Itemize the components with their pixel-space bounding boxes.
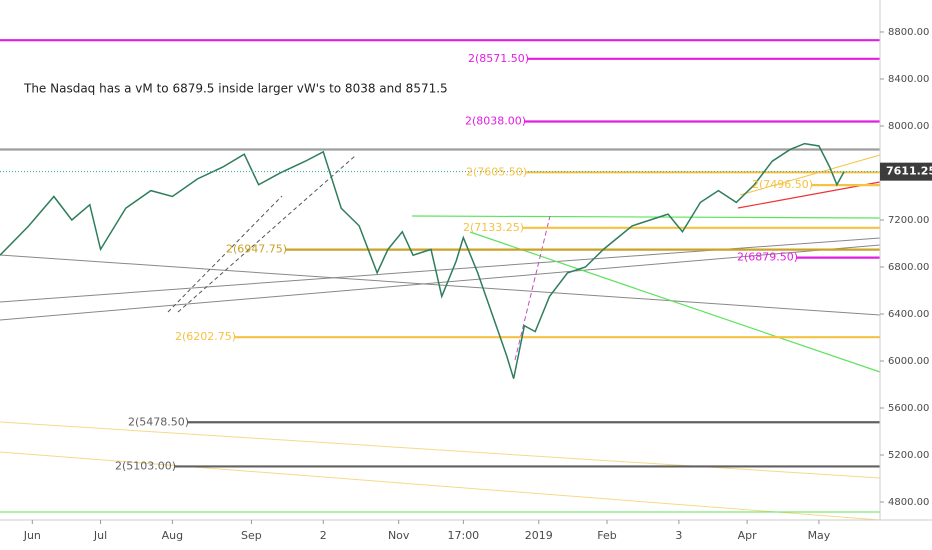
- x-tick-label: 2019: [525, 529, 553, 542]
- x-tick-label: Feb: [597, 529, 616, 542]
- price-line: [0, 142, 845, 379]
- x-tick-label: Apr: [738, 529, 758, 542]
- x-tick-label: 3: [675, 529, 682, 542]
- y-tick-label: 6400.00: [888, 309, 929, 320]
- level-label: 2(8571.50): [468, 52, 529, 65]
- plot-area: [0, 39, 881, 521]
- y-tick-label: 6800.00: [888, 262, 929, 273]
- x-tick-label: 17:00: [447, 529, 479, 542]
- last-price-label: 7611.25: [886, 165, 932, 178]
- channel-line: [167, 195, 283, 313]
- trend-line: [0, 451, 881, 521]
- x-tick-label: 2: [320, 529, 327, 542]
- trend-line: [0, 421, 881, 479]
- x-tick-label: Jun: [23, 529, 41, 542]
- trend-line: [739, 154, 881, 196]
- trend-line: [411, 215, 881, 219]
- channel-line: [177, 155, 356, 313]
- y-tick-label: 4800.00: [888, 497, 929, 508]
- x-tick-label: May: [808, 529, 831, 542]
- y-tick-label: 7200.00: [888, 215, 929, 226]
- x-tick-label: Jul: [93, 529, 107, 542]
- y-tick-label: 8400.00: [888, 74, 929, 85]
- level-label: 2(6947.75): [226, 243, 287, 256]
- last-price-box: [880, 162, 932, 181]
- level-label: 2(6879.50): [737, 251, 798, 264]
- trend-line: [737, 181, 881, 209]
- y-tick-label: 5200.00: [888, 450, 929, 461]
- level-label: 2(8038.00): [465, 115, 526, 128]
- y-tick-label: 8000.00: [888, 121, 929, 132]
- level-label: 2(5103.00): [115, 459, 176, 472]
- trend-line: [0, 254, 881, 316]
- level-label: 2(6202.75): [175, 330, 236, 343]
- annotation: The Nasdaq has a vM to 6879.5 inside lar…: [23, 82, 448, 96]
- level-label: 2(7605.50): [466, 165, 527, 178]
- trend-line: [0, 244, 881, 321]
- y-tick-label: 5600.00: [888, 403, 929, 414]
- level-label: 2(7133.25): [463, 221, 524, 234]
- level-label: 2(7496.50): [752, 178, 813, 191]
- level-label: 2(5478.50): [128, 415, 189, 428]
- y-tick-label: 6000.00: [888, 356, 929, 367]
- x-tick-label: Sep: [241, 529, 262, 542]
- x-tick-label: Nov: [388, 529, 410, 542]
- channel-line: [514, 215, 551, 361]
- y-tick-label: 8800.00: [888, 27, 929, 38]
- x-tick-label: Aug: [162, 529, 183, 542]
- trend-line: [469, 231, 881, 373]
